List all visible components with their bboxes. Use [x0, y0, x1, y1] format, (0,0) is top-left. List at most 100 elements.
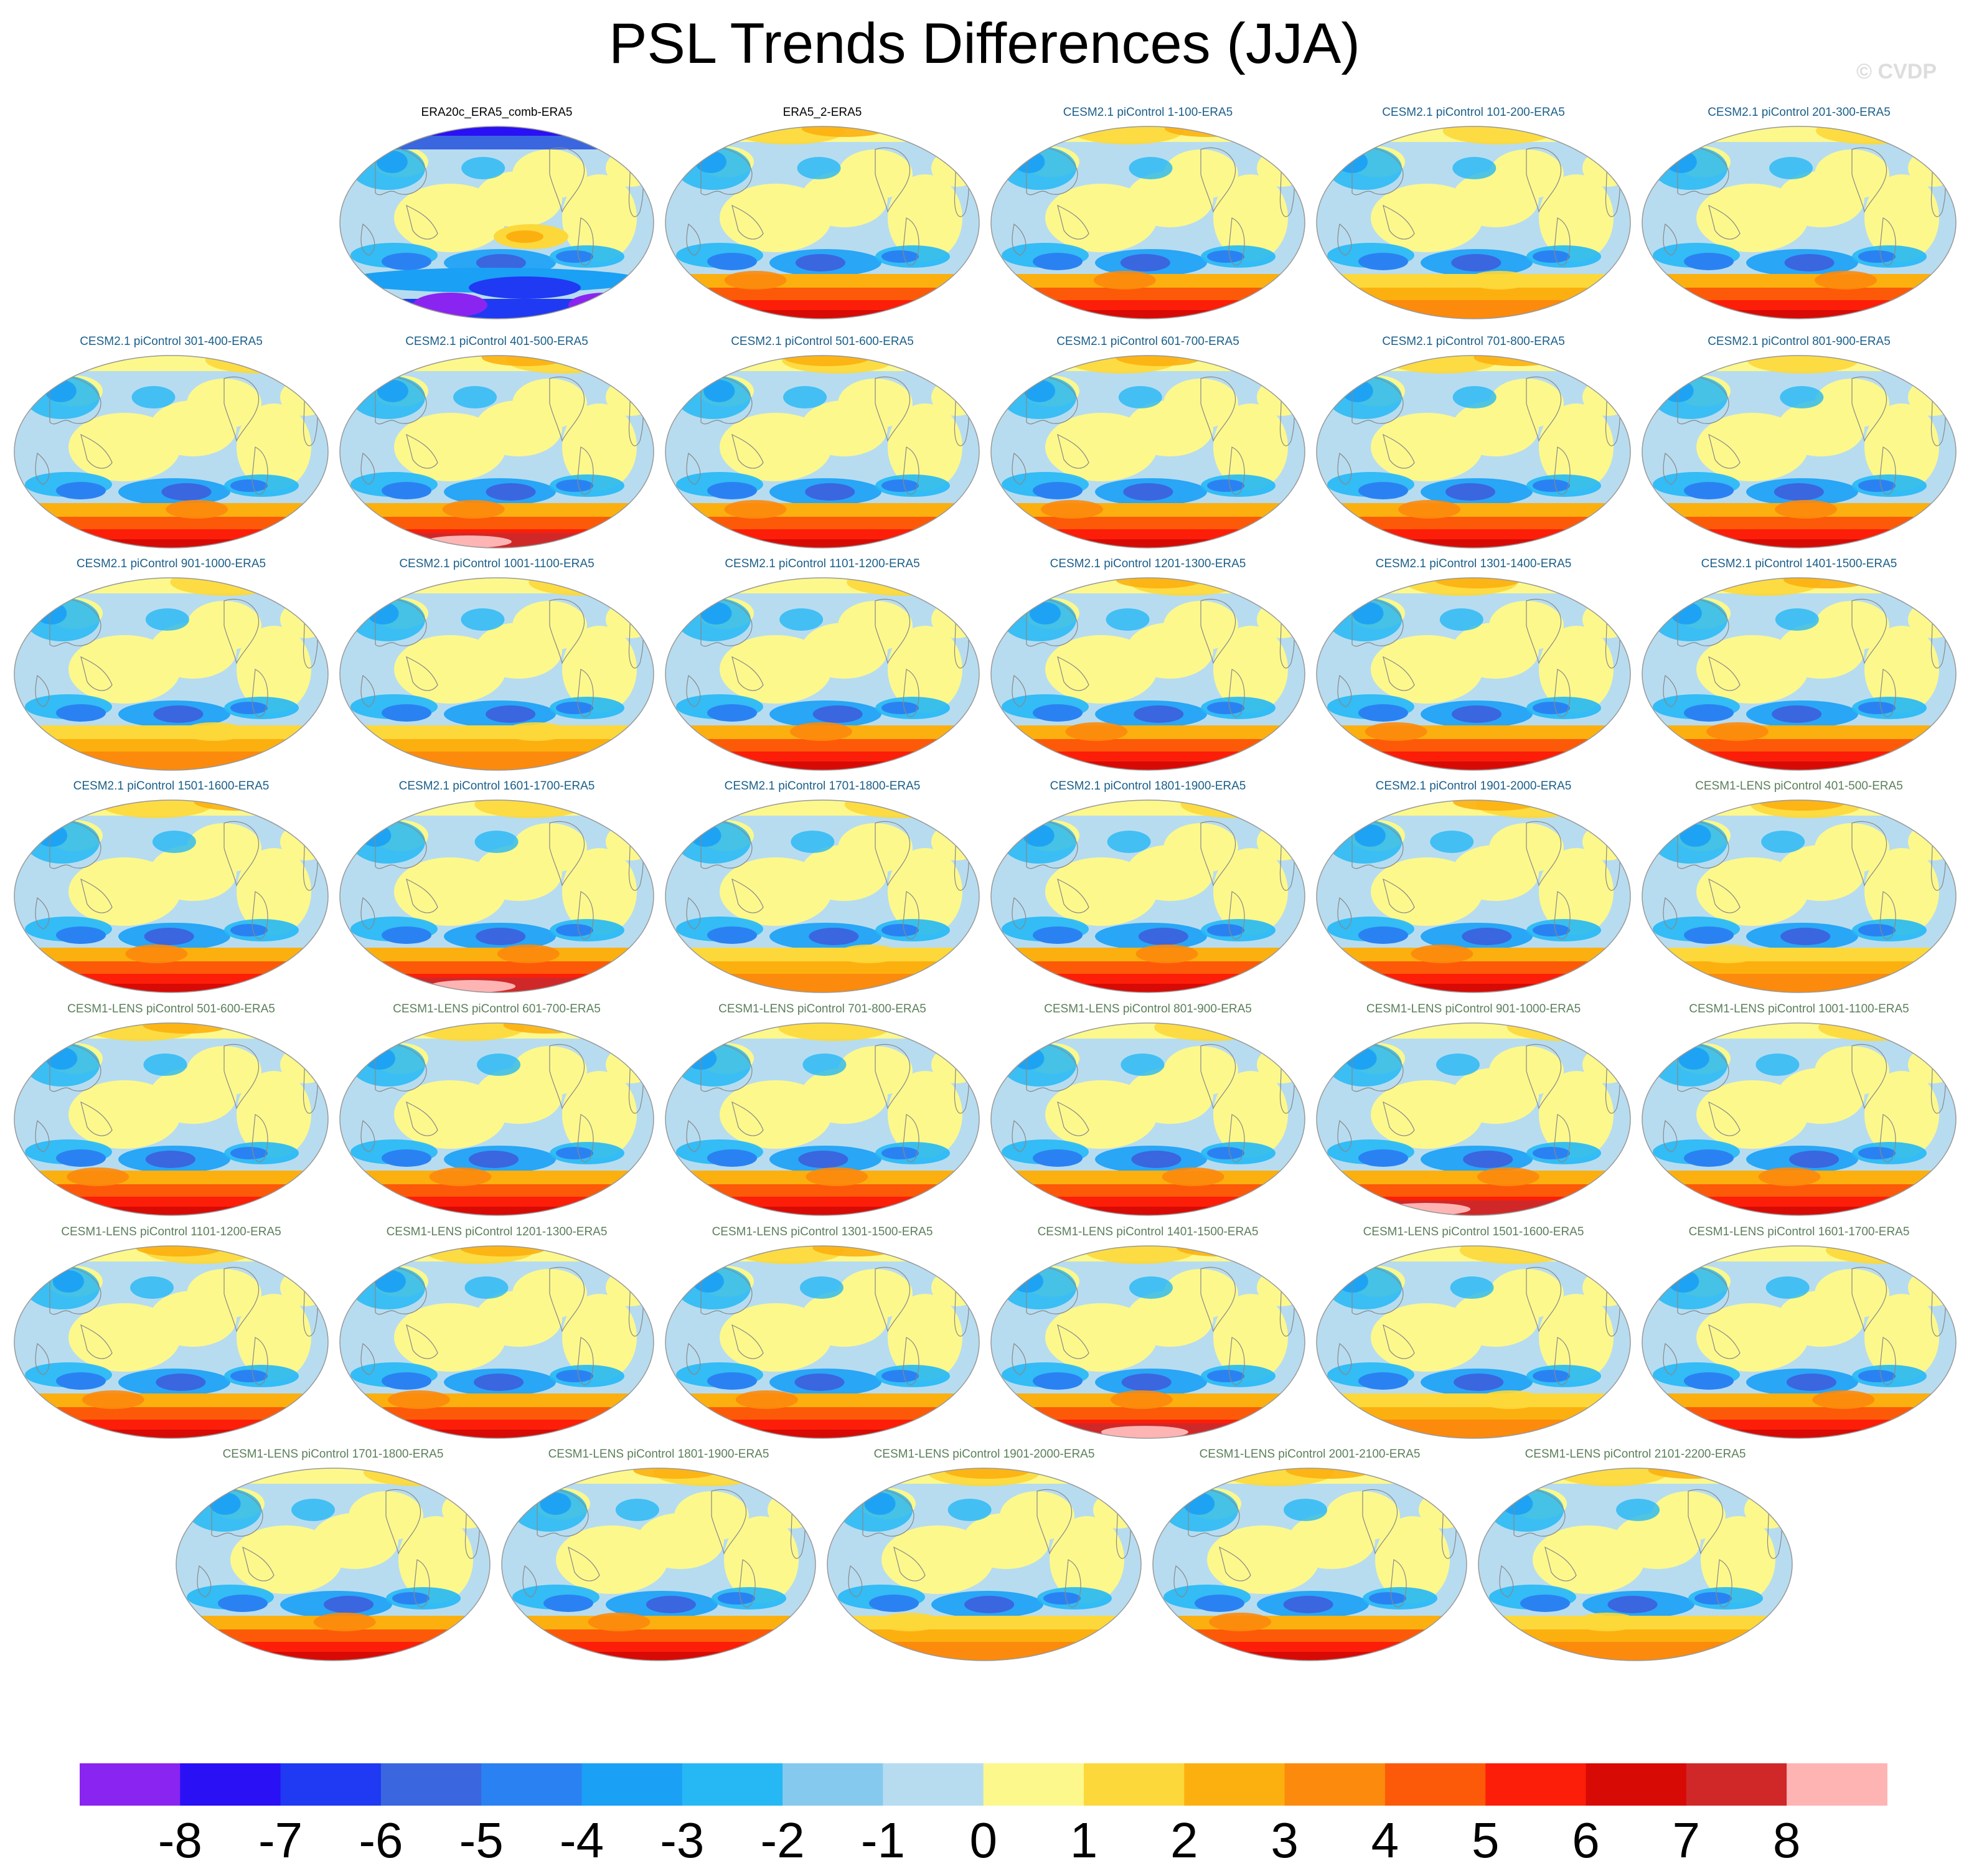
- panel-label: CESM1-LENS piControl 701-800-ERA5: [718, 1002, 926, 1016]
- panel-label: CESM2.1 piControl 1401-1500-ERA5: [1701, 557, 1897, 570]
- panel-label: CESM1-LENS piControl 401-500-ERA5: [1695, 780, 1903, 793]
- map-panel: CESM1-LENS piControl 1501-1600-ERA5: [1315, 1225, 1632, 1449]
- world-map: [14, 799, 329, 993]
- world-map: [665, 1245, 980, 1439]
- map-panel: CESM1-LENS piControl 801-900-ERA5: [989, 1002, 1307, 1227]
- map-panel: CESM1-LENS piControl 601-700-ERA5: [338, 1002, 656, 1227]
- colorbar-tick-label: 3: [1271, 1812, 1299, 1868]
- colorbar-tick-label: -3: [660, 1812, 705, 1868]
- panel-label: CESM1-LENS piControl 1301-1500-ERA5: [712, 1225, 933, 1238]
- panel-label: CESM2.1 piControl 1201-1300-ERA5: [1050, 557, 1246, 570]
- map-panel: ERA20c_ERA5_comb-ERA5: [338, 106, 656, 330]
- colorbar-swatch: [481, 1763, 582, 1806]
- panel-label: CESM1-LENS piControl 2001-2100-ERA5: [1199, 1448, 1421, 1461]
- colorbar-swatch: [983, 1763, 1084, 1806]
- panel-label: CESM1-LENS piControl 1501-1600-ERA5: [1363, 1225, 1584, 1238]
- world-map: [1316, 799, 1631, 993]
- colorbar-swatch: [180, 1763, 281, 1806]
- world-map: [665, 1022, 980, 1216]
- panel-label: CESM2.1 piControl 1001-1100-ERA5: [399, 557, 594, 570]
- colorbar-tick-label: 1: [1069, 1812, 1098, 1868]
- world-map: [1642, 355, 1957, 549]
- panel-label: CESM2.1 piControl 101-200-ERA5: [1382, 106, 1565, 119]
- map-panel: CESM2.1 piControl 1401-1500-ERA5: [1640, 557, 1958, 781]
- world-map: [339, 126, 654, 319]
- world-map: [990, 799, 1305, 993]
- panel-label: CESM2.1 piControl 1501-1600-ERA5: [73, 780, 270, 793]
- map-panel: CESM2.1 piControl 901-1000-ERA5: [12, 557, 330, 781]
- world-map: [827, 1468, 1142, 1661]
- world-map: [1316, 1022, 1631, 1216]
- map-panel: CESM1-LENS piControl 1801-1900-ERA5: [500, 1448, 817, 1672]
- world-map: [665, 799, 980, 993]
- colorbar-swatch: [80, 1763, 181, 1806]
- colorbar-swatch: [1686, 1763, 1787, 1806]
- world-map: [14, 355, 329, 549]
- panel-label: CESM1-LENS piControl 1701-1800-ERA5: [222, 1448, 444, 1461]
- world-map: [1642, 799, 1957, 993]
- panel-label: CESM2.1 piControl 1101-1200-ERA5: [725, 557, 920, 570]
- world-map: [1642, 1022, 1957, 1216]
- panel-label: CESM2.1 piControl 1301-1400-ERA5: [1375, 557, 1572, 570]
- colorbar-tick-label: 8: [1772, 1812, 1801, 1868]
- panel-label: CESM1-LENS piControl 801-900-ERA5: [1044, 1002, 1252, 1016]
- colorbar: [80, 1763, 1887, 1806]
- colorbar-swatch: [1586, 1763, 1687, 1806]
- panel-label: ERA20c_ERA5_comb-ERA5: [421, 106, 573, 119]
- map-panel: CESM2.1 piControl 301-400-ERA5: [12, 335, 330, 559]
- panel-label: CESM2.1 piControl 501-600-ERA5: [731, 335, 914, 348]
- colorbar-tick-label: -6: [359, 1812, 403, 1868]
- colorbar-tick-label: 6: [1572, 1812, 1600, 1868]
- map-panel: CESM1-LENS piControl 1201-1300-ERA5: [338, 1225, 656, 1449]
- map-panel: CESM1-LENS piControl 1401-1500-ERA5: [989, 1225, 1307, 1449]
- world-map: [990, 1245, 1305, 1439]
- colorbar-tick-label: -2: [760, 1812, 805, 1868]
- world-map: [1642, 577, 1957, 771]
- map-panel: CESM1-LENS piControl 1601-1700-ERA5: [1640, 1225, 1958, 1449]
- world-map: [1478, 1468, 1793, 1661]
- panel-label: CESM1-LENS piControl 1101-1200-ERA5: [61, 1225, 281, 1238]
- world-map: [14, 1022, 329, 1216]
- colorbar-tick-label: 5: [1471, 1812, 1500, 1868]
- panel-label: CESM1-LENS piControl 1201-1300-ERA5: [386, 1225, 608, 1238]
- colorbar-swatch: [1084, 1763, 1185, 1806]
- panel-label: CESM2.1 piControl 801-900-ERA5: [1708, 335, 1891, 348]
- panel-label: CESM2.1 piControl 401-500-ERA5: [405, 335, 588, 348]
- world-map: [339, 1022, 654, 1216]
- world-map: [665, 355, 980, 549]
- map-panel: CESM1-LENS piControl 701-800-ERA5: [664, 1002, 981, 1227]
- panel-label: CESM2.1 piControl 201-300-ERA5: [1708, 106, 1891, 119]
- colorbar-swatch: [1184, 1763, 1285, 1806]
- colorbar-tick-label: -7: [258, 1812, 303, 1868]
- map-panel: CESM2.1 piControl 1101-1200-ERA5: [664, 557, 981, 781]
- panel-label: CESM2.1 piControl 1901-2000-ERA5: [1375, 780, 1572, 793]
- cvdp-watermark: © CVDP: [1856, 60, 1937, 83]
- colorbar-swatch: [1384, 1763, 1486, 1806]
- map-panel: CESM1-LENS piControl 2101-2200-ERA5: [1477, 1448, 1794, 1672]
- map-panel: CESM1-LENS piControl 1701-1800-ERA5: [174, 1448, 492, 1672]
- world-map: [990, 355, 1305, 549]
- colorbar-swatch: [782, 1763, 883, 1806]
- map-panel: CESM1-LENS piControl 2001-2100-ERA5: [1151, 1448, 1469, 1672]
- panel-label: CESM1-LENS piControl 601-700-ERA5: [393, 1002, 601, 1016]
- colorbar-tick-label: 0: [969, 1812, 997, 1868]
- panel-label: CESM2.1 piControl 901-1000-ERA5: [76, 557, 266, 570]
- colorbar-swatch: [682, 1763, 783, 1806]
- world-map: [339, 799, 654, 993]
- map-panel: CESM2.1 piControl 201-300-ERA5: [1640, 106, 1958, 330]
- map-panel: CESM1-LENS piControl 1301-1500-ERA5: [664, 1225, 981, 1449]
- world-map: [14, 577, 329, 771]
- map-panel-grid: ERA20c_ERA5_comb-ERA5 ERA5_2-ERA5 CESM2.1 …: [12, 106, 1958, 1672]
- panel-label: CESM1-LENS piControl 1001-1100-ERA5: [1689, 1002, 1909, 1016]
- map-panel: CESM2.1 piControl 401-500-ERA5: [338, 335, 656, 559]
- map-panel: CESM2.1 piControl 1001-1100-ERA5: [338, 557, 656, 781]
- world-map: [501, 1468, 816, 1661]
- map-panel: CESM1-LENS piControl 901-1000-ERA5: [1315, 1002, 1632, 1227]
- colorbar-swatch: [280, 1763, 382, 1806]
- world-map: [665, 126, 980, 319]
- world-map: [1642, 126, 1957, 319]
- world-map: [339, 355, 654, 549]
- panel-label: CESM1-LENS piControl 501-600-ERA5: [67, 1002, 275, 1016]
- colorbar-tick-label: 7: [1672, 1812, 1701, 1868]
- world-map: [339, 1245, 654, 1439]
